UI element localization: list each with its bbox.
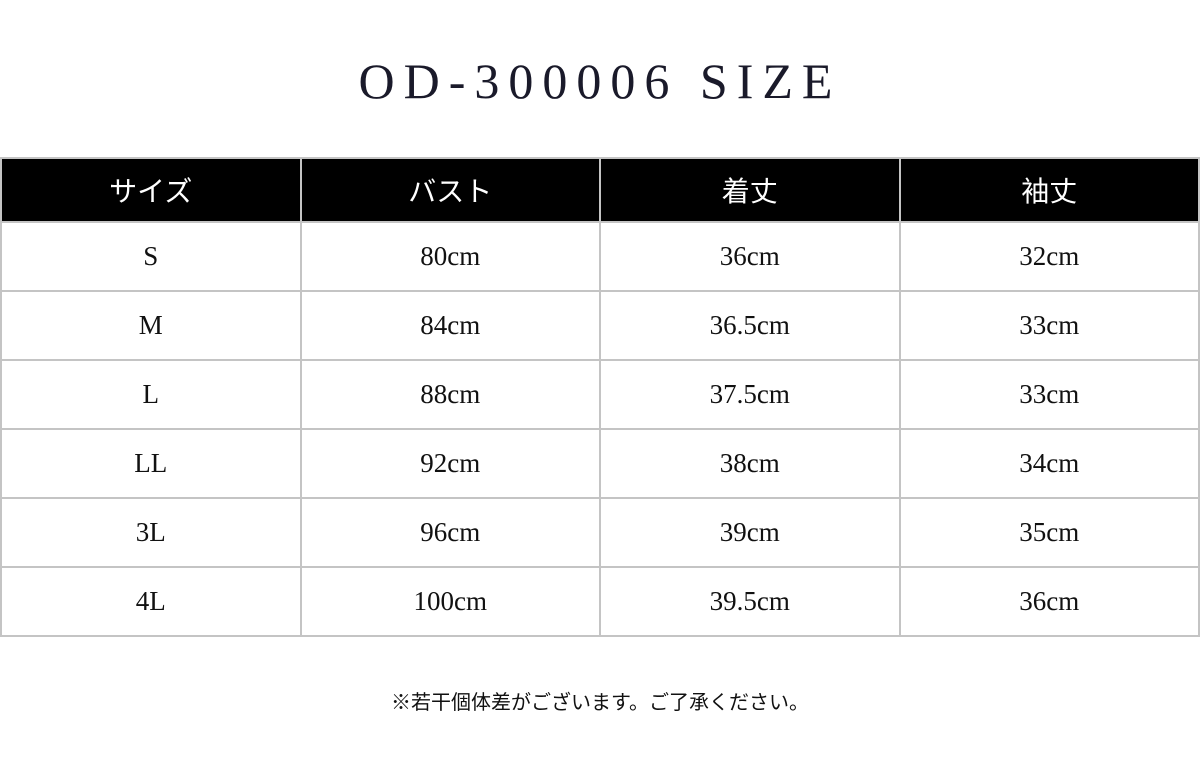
header-bust: バスト <box>299 157 601 223</box>
cell-bust: 100cm <box>299 566 601 637</box>
cell-bust: 88cm <box>299 359 601 430</box>
cell-bust: 96cm <box>299 497 601 568</box>
header-sleeve: 袖丈 <box>898 157 1200 223</box>
size-table: サイズ バスト 着丈 袖丈 S 80cm 36cm 32cm M 84cm 36.5cm 33… <box>0 157 1200 637</box>
cell-size: LL <box>0 428 302 499</box>
cell-length: 37.5cm <box>599 359 901 430</box>
cell-size: L <box>0 359 302 430</box>
cell-sleeve: 32cm <box>898 221 1200 292</box>
page-title: OD-300006 SIZE <box>358 53 842 109</box>
cell-length: 39.5cm <box>599 566 901 637</box>
cell-sleeve: 34cm <box>898 428 1200 499</box>
cell-length: 36cm <box>599 221 901 292</box>
table-row: M 84cm 36.5cm 33cm <box>0 290 1200 361</box>
cell-size: 3L <box>0 497 302 568</box>
cell-bust: 92cm <box>299 428 601 499</box>
table-row: 4L 100cm 39.5cm 36cm <box>0 566 1200 637</box>
cell-sleeve: 33cm <box>898 359 1200 430</box>
table-row: S 80cm 36cm 32cm <box>0 221 1200 292</box>
cell-bust: 84cm <box>299 290 601 361</box>
header-size: サイズ <box>0 157 302 223</box>
cell-length: 38cm <box>599 428 901 499</box>
cell-size: M <box>0 290 302 361</box>
cell-size: S <box>0 221 302 292</box>
table-row: 3L 96cm 39cm 35cm <box>0 497 1200 568</box>
table-row: LL 92cm 38cm 34cm <box>0 428 1200 499</box>
cell-sleeve: 35cm <box>898 497 1200 568</box>
cell-length: 36.5cm <box>599 290 901 361</box>
cell-bust: 80cm <box>299 221 601 292</box>
disclaimer-note: ※若干個体差がございます。ご了承ください。 <box>391 690 809 714</box>
header-length: 着丈 <box>599 157 901 223</box>
cell-size: 4L <box>0 566 302 637</box>
cell-sleeve: 36cm <box>898 566 1200 637</box>
table-header-row: サイズ バスト 着丈 袖丈 <box>0 157 1200 223</box>
cell-length: 39cm <box>599 497 901 568</box>
table-row: L 88cm 37.5cm 33cm <box>0 359 1200 430</box>
cell-sleeve: 33cm <box>898 290 1200 361</box>
